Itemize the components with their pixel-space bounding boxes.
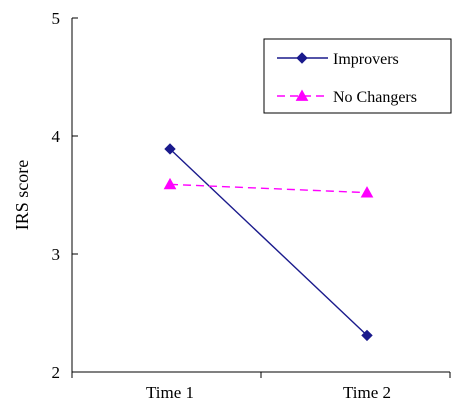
y-ticks: 2 3 4 5: [52, 9, 78, 382]
series-no-changers: [163, 177, 374, 198]
data-point: [163, 177, 177, 190]
y-tick-label: 5: [52, 9, 61, 28]
legend-label: Improvers: [333, 51, 399, 68]
series-line: [169, 183, 368, 194]
series-improvers: [164, 143, 373, 342]
legend: Improvers No Changers: [263, 38, 452, 114]
legend-item: Improvers: [277, 51, 399, 68]
legend-items: Improvers No Changers: [277, 51, 417, 106]
data-point: [361, 329, 373, 342]
legend-marker: [295, 89, 309, 101]
y-tick-label: 3: [52, 245, 61, 264]
data-point: [360, 186, 374, 198]
y-tick-label: 4: [52, 127, 61, 146]
y-axis-title: IRS score: [12, 160, 32, 231]
legend-item: No Changers: [277, 89, 417, 106]
x-tick-label: Time 2: [343, 383, 391, 402]
legend-label: No Changers: [333, 89, 417, 106]
x-ticks: Time 1 Time 2: [71, 372, 451, 402]
y-tick-label: 2: [52, 363, 61, 382]
legend-marker: [296, 52, 308, 64]
data-point: [164, 143, 176, 155]
legend-box: [263, 38, 452, 114]
series-layer: [163, 143, 374, 342]
x-tick-label: Time 1: [146, 383, 194, 402]
series-line: [169, 148, 368, 336]
